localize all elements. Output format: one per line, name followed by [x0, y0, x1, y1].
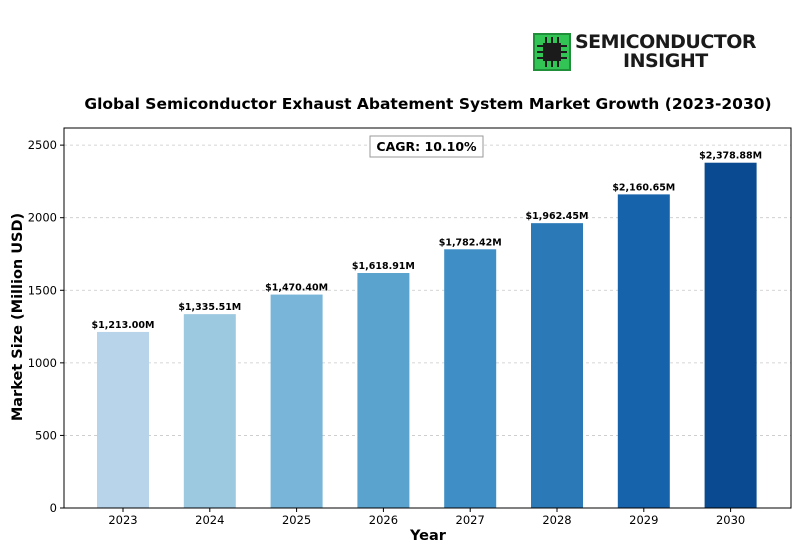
y-axis-ticks: 0 500 1000 1500 2000 2500: [28, 138, 64, 515]
x-tick-label-2024: 2024: [195, 513, 224, 527]
bar-2028: [531, 223, 583, 508]
logo-line-2: INSIGHT: [623, 50, 708, 72]
bars: [97, 162, 757, 509]
bar-2023: [97, 331, 149, 508]
y-tick-label: 1500: [28, 283, 57, 297]
bar-2026: [357, 273, 410, 508]
data-label-2023: $1,213.00M: [92, 320, 155, 331]
cagr-label: CAGR: 10.10%: [376, 139, 477, 154]
y-tick-label: 2000: [28, 211, 57, 225]
data-label-2027: $1,782.42M: [439, 237, 502, 248]
x-tick-label-2025: 2025: [282, 513, 311, 527]
chip-logo-icon: [533, 33, 571, 71]
x-tick-label-2026: 2026: [369, 513, 398, 527]
bar-2029: [617, 194, 670, 508]
chart-title: Global Semiconductor Exhaust Abatement S…: [84, 95, 771, 113]
y-axis-title: Market Size (Million USD): [10, 213, 26, 421]
y-tick-label: 0: [50, 501, 57, 515]
data-labels: $1,213.00M $1,335.51M $1,470.40M $1,618.91M…: [92, 151, 763, 331]
data-label-2024: $1,335.51M: [178, 302, 241, 313]
logo-wordmark: SEMICONDUCTOR INSIGHT: [575, 31, 757, 72]
data-label-2026: $1,618.91M: [352, 261, 415, 272]
x-tick-label-2023: 2023: [108, 513, 137, 527]
x-tick-label-2030: 2030: [716, 513, 745, 527]
data-label-2028: $1,962.45M: [526, 211, 589, 222]
x-tick-label-2029: 2029: [629, 513, 658, 527]
y-tick-label: 500: [35, 428, 57, 442]
cagr-annotation: CAGR: 10.10%: [369, 135, 484, 158]
bar-2024: [183, 314, 236, 508]
x-axis-title: Year: [409, 528, 447, 544]
brand-logo: SEMICONDUCTOR INSIGHT: [533, 31, 757, 72]
bar-2027: [444, 249, 497, 508]
plot-frame: [63, 127, 792, 509]
y-tick-label: 2500: [28, 138, 57, 152]
grid-lines: [64, 144, 791, 436]
x-axis-ticks: 2023 2024 2025 2026 2027 2028 2029 2030: [108, 508, 745, 527]
y-tick-label: 1000: [28, 356, 57, 370]
bar-2030: [704, 162, 757, 509]
bar-2025: [270, 294, 323, 508]
data-label-2029: $2,160.65M: [612, 182, 675, 193]
x-tick-label-2027: 2027: [456, 513, 485, 527]
data-label-2030: $2,378.88M: [699, 151, 762, 162]
x-tick-label-2028: 2028: [542, 513, 571, 527]
data-label-2025: $1,470.40M: [265, 283, 328, 294]
logo-line-1: SEMICONDUCTOR: [575, 31, 757, 53]
